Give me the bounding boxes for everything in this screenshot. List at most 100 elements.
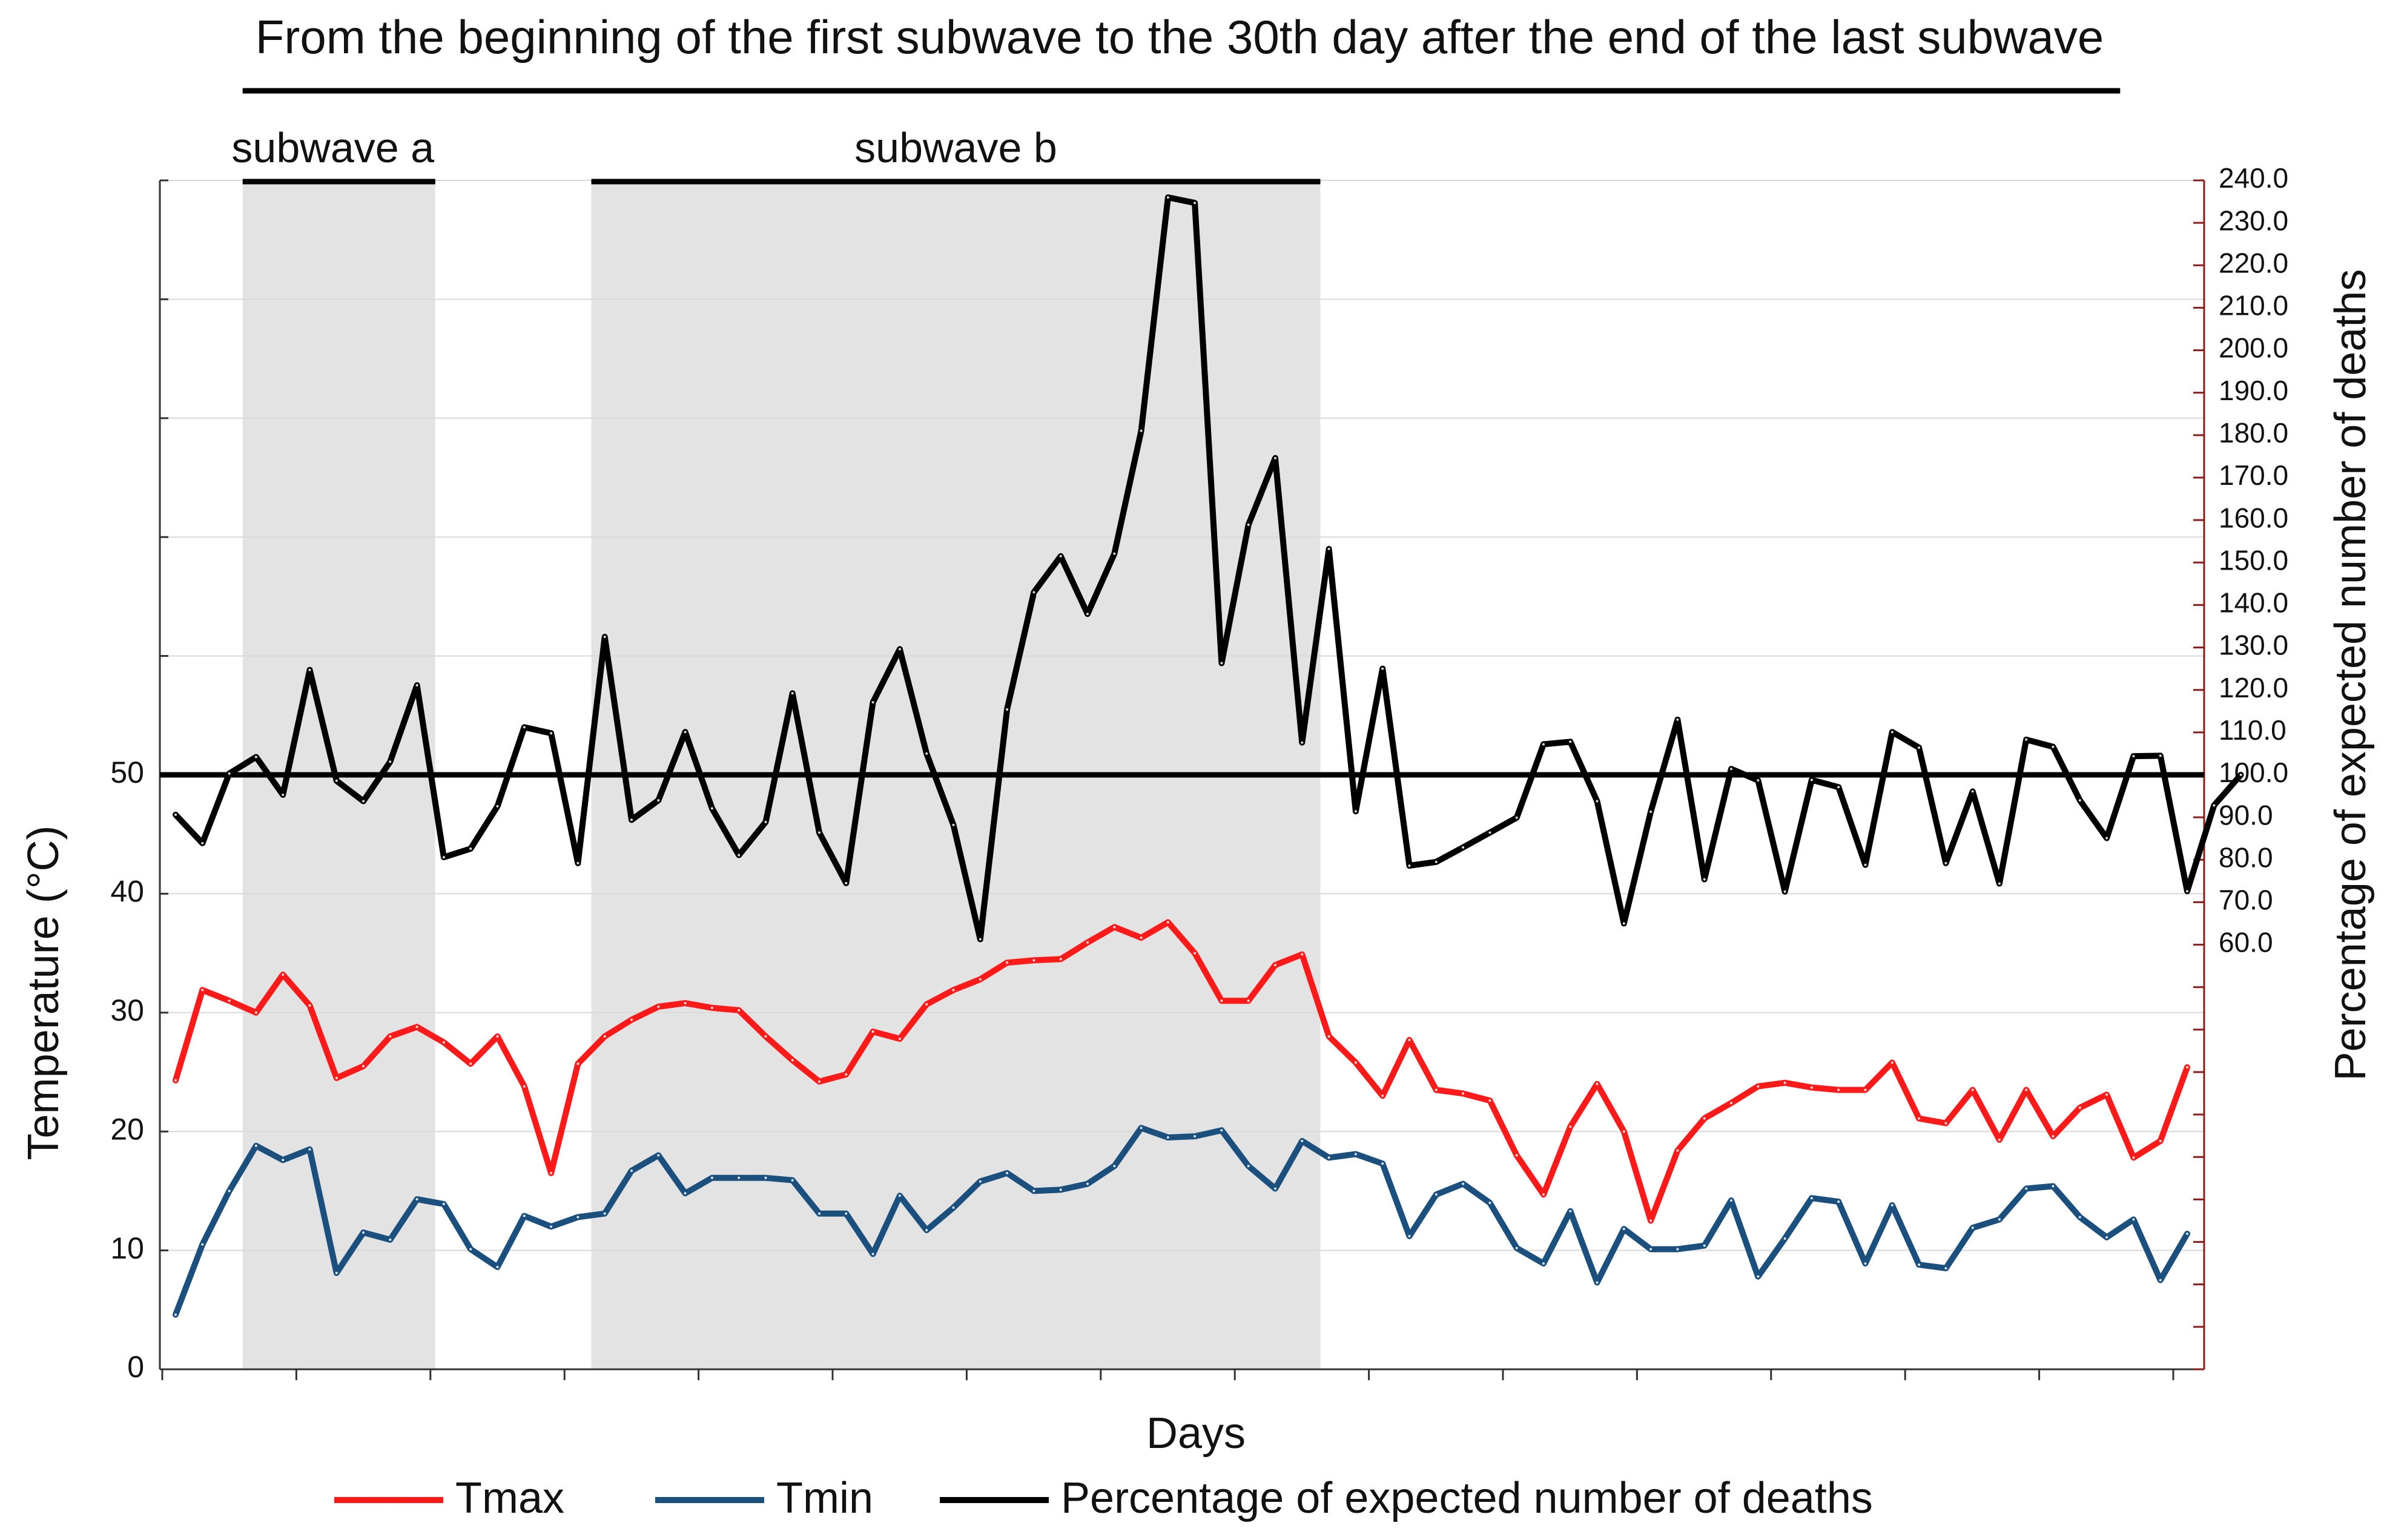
point-percentage-of-expected-number-of-deaths	[1515, 816, 1518, 819]
point-percentage-of-expected-number-of-deaths	[657, 799, 660, 802]
point-tmax	[228, 999, 231, 1002]
point-tmin	[496, 1266, 499, 1269]
y-right-tick-label: 240.0	[2219, 162, 2288, 194]
point-percentage-of-expected-number-of-deaths	[845, 881, 848, 884]
point-tmax	[1166, 921, 1169, 924]
point-tmax	[1971, 1088, 1974, 1091]
point-percentage-of-expected-number-of-deaths	[1408, 864, 1411, 867]
point-tmax	[335, 1076, 338, 1079]
point-percentage-of-expected-number-of-deaths	[1194, 202, 1197, 205]
point-tmin	[442, 1203, 445, 1205]
point-percentage-of-expected-number-of-deaths	[201, 841, 204, 844]
point-tmax	[1703, 1117, 1706, 1120]
point-percentage-of-expected-number-of-deaths	[1140, 429, 1143, 432]
point-percentage-of-expected-number-of-deaths	[576, 861, 579, 864]
point-tmax	[1622, 1130, 1625, 1133]
point-percentage-of-expected-number-of-deaths	[496, 805, 499, 808]
point-tmax	[282, 973, 285, 976]
series-line-tmin	[173, 1125, 2190, 1318]
y-right-tick-label: 190.0	[2219, 375, 2288, 406]
point-tmax	[1274, 964, 1276, 967]
point-percentage-of-expected-number-of-deaths	[2132, 755, 2135, 758]
point-tmin	[576, 1216, 579, 1219]
point-percentage-of-expected-number-of-deaths	[1730, 768, 1732, 771]
point-tmin	[550, 1225, 553, 1228]
point-tmin	[1301, 1139, 1304, 1142]
point-tmax	[174, 1079, 177, 1082]
y-right-tick-label: 230.0	[2219, 205, 2288, 236]
x-axis-title: Days	[1146, 1409, 1246, 1458]
point-tmax	[1435, 1088, 1438, 1091]
y-right-tick-label: 160.0	[2219, 502, 2288, 533]
point-percentage-of-expected-number-of-deaths	[1703, 878, 1706, 881]
point-tmin	[415, 1198, 418, 1201]
legend-label-tmax: Tmax	[455, 1474, 564, 1522]
y-left-tick-label: 0	[127, 1350, 144, 1384]
point-percentage-of-expected-number-of-deaths	[1032, 591, 1035, 594]
point-tmin	[1059, 1188, 1062, 1191]
point-percentage-of-expected-number-of-deaths	[1381, 667, 1384, 670]
point-tmin	[1971, 1226, 1974, 1229]
point-tmax	[2105, 1093, 2108, 1096]
point-tmin	[1676, 1248, 1679, 1251]
point-tmin	[1113, 1165, 1116, 1168]
point-tmax	[603, 1035, 606, 1038]
y-right-tick-label: 170.0	[2219, 459, 2288, 491]
point-tmin	[1757, 1275, 1760, 1278]
point-tmax	[254, 1011, 257, 1014]
point-percentage-of-expected-number-of-deaths	[1327, 547, 1330, 550]
y-right-tick-label: 80.0	[2219, 841, 2273, 873]
point-tmin	[2078, 1216, 2081, 1219]
point-percentage-of-expected-number-of-deaths	[2186, 890, 2188, 893]
point-tmin	[710, 1176, 713, 1179]
subwave-label-2: subwave b	[854, 124, 1057, 171]
point-tmin	[389, 1238, 392, 1241]
point-tmax	[1462, 1092, 1465, 1095]
point-tmin	[791, 1179, 794, 1182]
point-percentage-of-expected-number-of-deaths	[2239, 774, 2242, 776]
point-tmin	[1783, 1237, 1786, 1240]
point-percentage-of-expected-number-of-deaths	[1086, 613, 1089, 616]
point-tmax	[630, 1018, 633, 1021]
y-left-tick-label: 10	[110, 1231, 144, 1265]
point-tmin	[2052, 1185, 2055, 1188]
point-tmin	[1649, 1248, 1653, 1251]
point-tmax	[952, 989, 955, 992]
chart-title: From the beginning of the first subwave …	[256, 10, 2104, 64]
point-percentage-of-expected-number-of-deaths	[1944, 861, 1947, 864]
point-tmax	[738, 1009, 741, 1012]
point-tmin	[818, 1212, 820, 1215]
y-right-tick-label: 200.0	[2219, 332, 2288, 364]
point-tmin	[308, 1148, 311, 1151]
point-percentage-of-expected-number-of-deaths	[1971, 790, 1974, 793]
point-percentage-of-expected-number-of-deaths	[1837, 786, 1840, 789]
point-percentage-of-expected-number-of-deaths	[1113, 552, 1116, 555]
point-tmin	[1408, 1235, 1411, 1237]
point-tmin	[603, 1212, 606, 1215]
point-tmax	[979, 978, 982, 981]
point-percentage-of-expected-number-of-deaths	[550, 732, 553, 735]
point-percentage-of-expected-number-of-deaths	[254, 755, 257, 758]
point-tmax	[389, 1035, 392, 1038]
point-tmin	[1488, 1202, 1491, 1204]
point-tmax	[550, 1171, 553, 1174]
point-tmax	[1488, 1099, 1491, 1102]
point-tmax	[1327, 1035, 1330, 1038]
y-left-tick-label: 50	[110, 755, 144, 789]
point-tmax	[442, 1041, 445, 1044]
point-tmax	[1113, 926, 1116, 929]
point-tmin	[1032, 1190, 1035, 1193]
point-percentage-of-expected-number-of-deaths	[2105, 837, 2108, 840]
point-tmax	[1730, 1102, 1732, 1105]
point-tmin	[1542, 1262, 1545, 1265]
point-tmin	[2132, 1218, 2135, 1221]
point-percentage-of-expected-number-of-deaths	[1542, 743, 1545, 746]
point-tmax	[1515, 1154, 1518, 1157]
point-tmax	[1890, 1061, 1894, 1064]
point-tmin	[1998, 1218, 2001, 1221]
point-tmax	[1381, 1094, 1384, 1097]
y-axis-right-title: Percentage of expected number of deaths	[2326, 269, 2375, 1081]
point-tmax	[845, 1073, 848, 1076]
point-tmax	[1918, 1117, 1921, 1120]
point-tmax	[415, 1025, 418, 1028]
